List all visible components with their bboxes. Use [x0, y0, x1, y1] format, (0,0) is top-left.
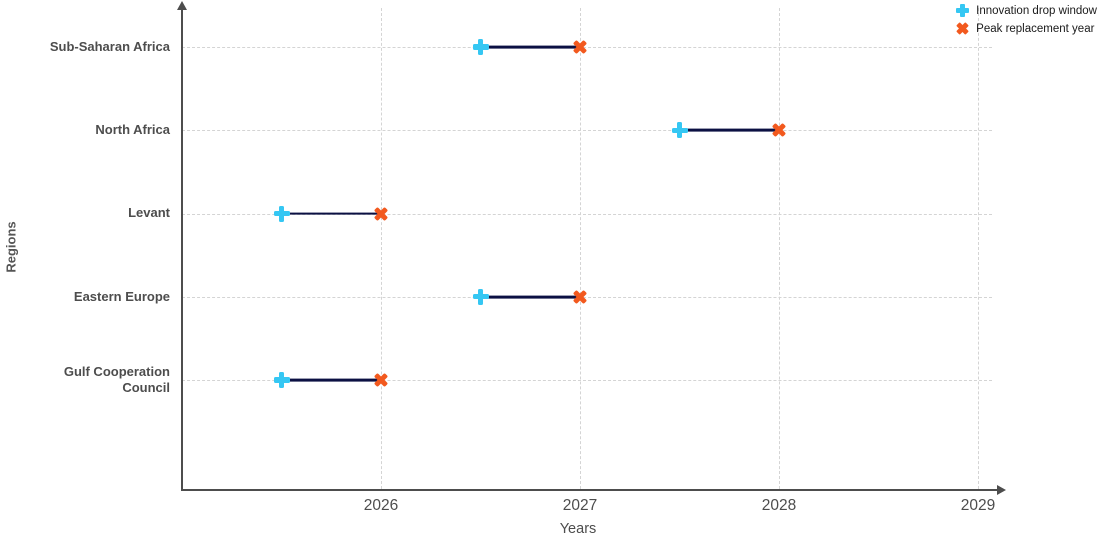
y-axis-line: [181, 6, 183, 490]
x-tick-label: 2028: [761, 497, 797, 514]
y-tick-label: Eastern Europe: [73, 288, 170, 304]
x-axis-line: [181, 489, 999, 491]
legend-item-innovation-drop-window: Innovation drop window: [956, 4, 1097, 17]
gridline-vertical: [978, 8, 979, 489]
x-axis-title: Years: [559, 521, 597, 537]
connector-line: [679, 128, 779, 132]
plus-marker: [273, 372, 290, 388]
plus-marker: [472, 288, 489, 305]
plus-marker: [671, 122, 688, 139]
x-marker: [370, 369, 391, 390]
x-axis-arrow-icon: [997, 485, 1006, 495]
x-marker: [370, 203, 391, 224]
connector-line: [480, 45, 580, 49]
gridline-horizontal: [182, 130, 992, 132]
plus-marker: [472, 39, 489, 55]
legend-item-peak-replacement-year: Peak replacement year: [956, 22, 1097, 35]
legend-label: Innovation drop window: [976, 4, 1097, 17]
x-marker-icon: [953, 19, 971, 37]
plus-marker-icon: [956, 4, 970, 17]
gridline-vertical: [381, 8, 382, 489]
plus-marker: [273, 205, 290, 222]
x-marker: [569, 286, 590, 307]
y-tick-label: Levant: [128, 205, 170, 221]
connector-line: [480, 295, 580, 299]
y-tick-label: North Africa: [95, 122, 170, 138]
gridline-vertical: [580, 8, 581, 489]
y-axis-arrow-icon: [177, 1, 187, 10]
x-marker: [768, 120, 789, 141]
x-marker: [569, 36, 590, 57]
gridline-horizontal: [182, 380, 992, 381]
y-axis-title: Regions: [3, 221, 19, 273]
x-tick-label: 2027: [562, 497, 598, 514]
connector-line: [281, 378, 381, 382]
legend: Innovation drop window Peak replacement …: [956, 4, 1097, 35]
connector-line: [281, 212, 381, 215]
x-tick-label: 2029: [960, 497, 996, 514]
y-tick-label: Gulf Cooperation Council: [63, 363, 170, 395]
gridline-vertical: [779, 8, 780, 489]
legend-label: Peak replacement year: [976, 22, 1095, 35]
y-tick-label: Sub-Saharan Africa: [49, 38, 170, 54]
x-tick-label: 2026: [363, 497, 399, 514]
gridline-horizontal: [182, 213, 992, 215]
